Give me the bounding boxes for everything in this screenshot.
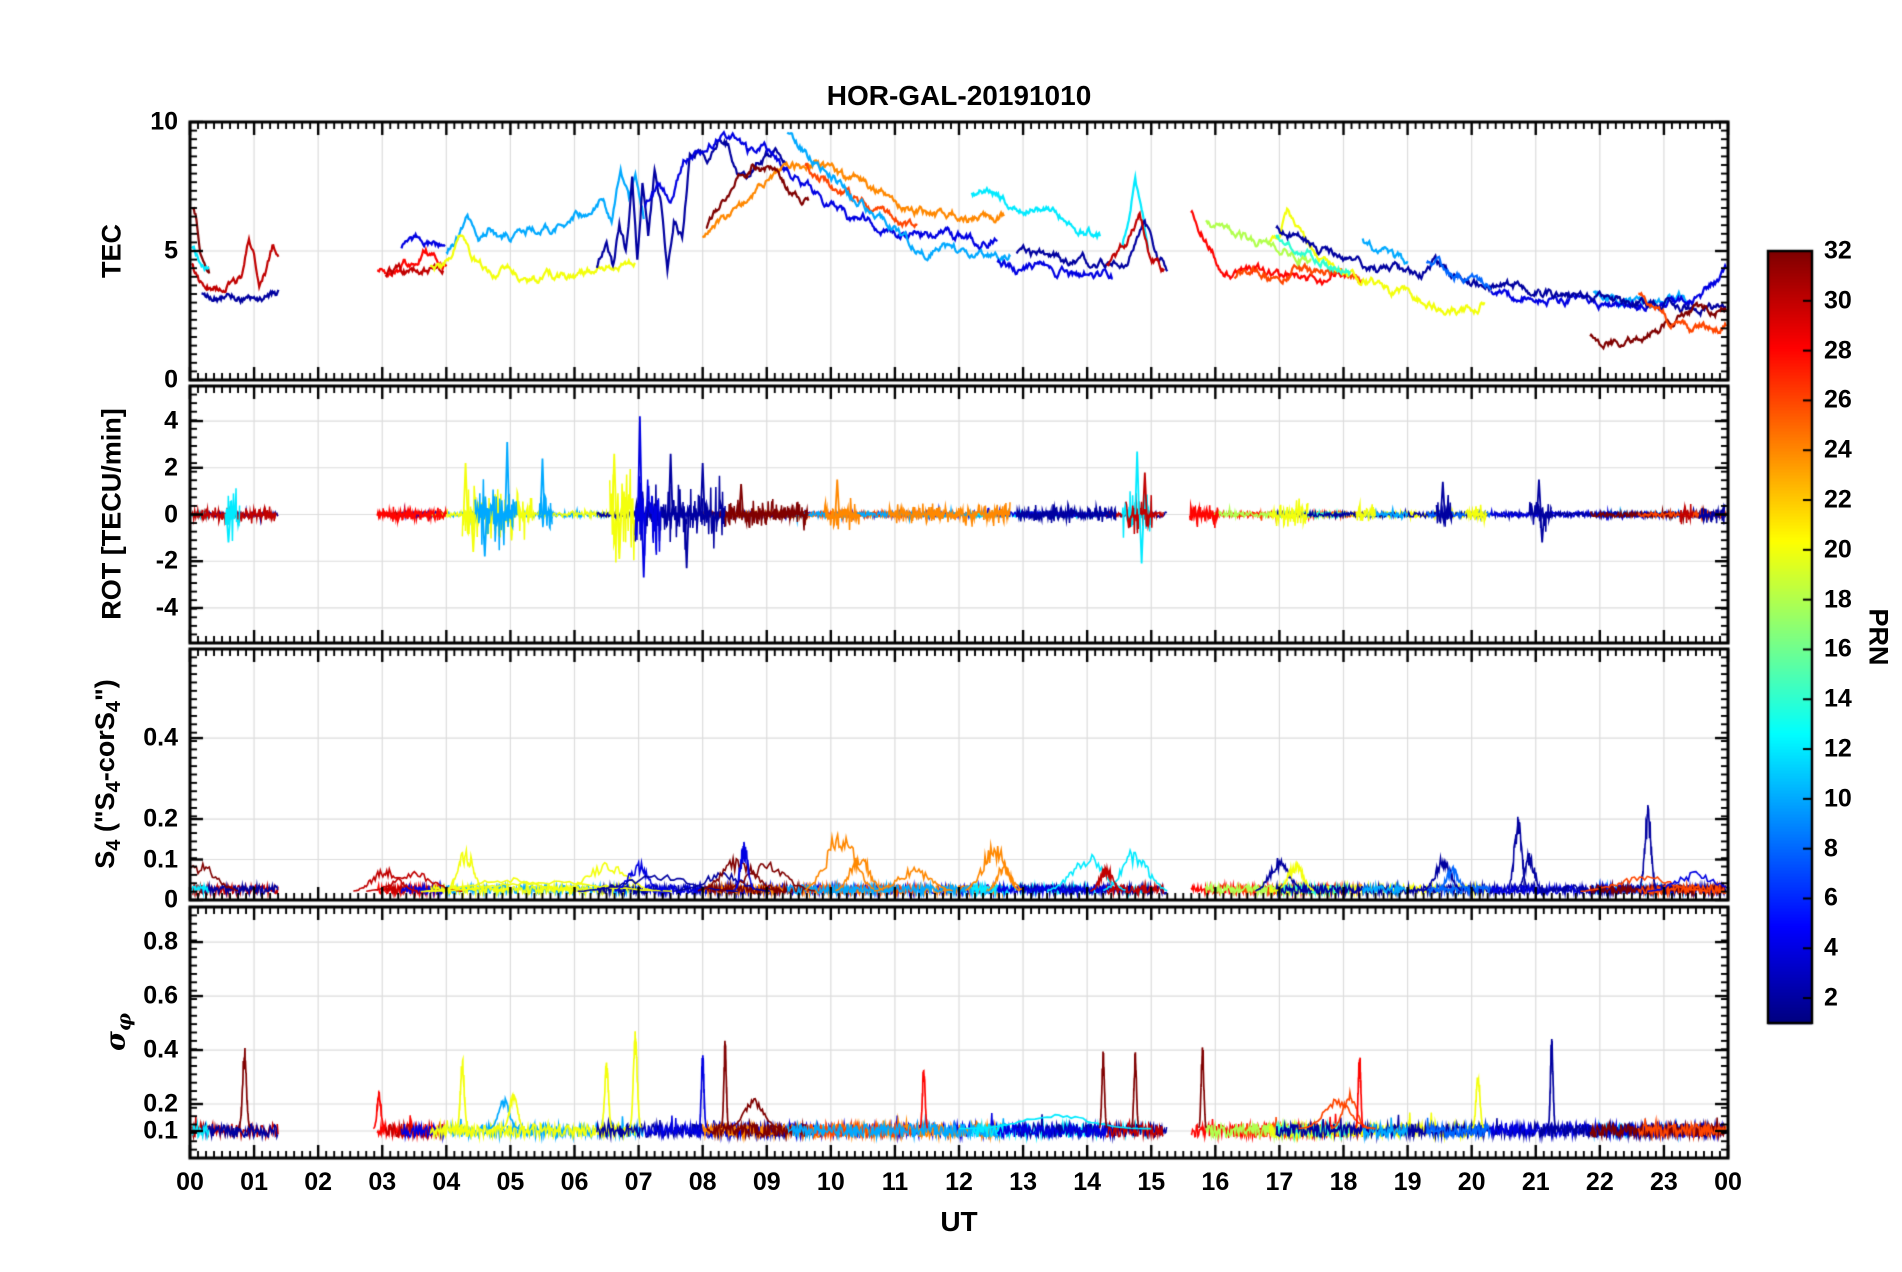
y-tick-label: 0 <box>164 365 178 394</box>
y-tick-label: 0 <box>164 885 178 914</box>
y-tick-label: 10 <box>150 107 178 136</box>
x-tick-label: 18 <box>1329 1168 1358 1196</box>
ylabel-s4: S4 ("S4-corS4") <box>90 679 126 869</box>
y-tick-label: -2 <box>155 546 178 575</box>
x-tick-label: 03 <box>368 1168 397 1196</box>
x-tick-label: 19 <box>1393 1168 1422 1196</box>
ylabel-s4-part: ("S <box>89 792 120 840</box>
colorbar-tick-label: 2 <box>1824 983 1838 1012</box>
x-tick-label: 12 <box>945 1168 973 1196</box>
colorbar-tick-label: 24 <box>1824 435 1852 464</box>
y-tick-label: 5 <box>164 236 178 265</box>
ylabel-s4-part: ") <box>89 679 120 702</box>
x-tick-label: 00 <box>1714 1168 1742 1196</box>
x-tick-label: 21 <box>1521 1168 1550 1196</box>
x-tick-label: 11 <box>881 1168 909 1196</box>
y-tick-label: 0.2 <box>143 804 178 833</box>
sigma-symbol: σ <box>100 1031 132 1052</box>
colorbar-tick-label: 32 <box>1824 236 1852 265</box>
y-tick-label: 4 <box>164 406 178 435</box>
y-tick-label: -4 <box>155 593 178 622</box>
x-tick-label: 20 <box>1457 1168 1486 1196</box>
x-tick-label: 09 <box>752 1168 781 1196</box>
x-tick-label: 08 <box>688 1168 717 1196</box>
chart-title: HOR-GAL-20191010 <box>826 80 1092 111</box>
ylabel-rot: ROT [TECU/min] <box>96 408 127 620</box>
colorbar-tick-label: 4 <box>1824 933 1838 962</box>
phi-subscript: φ <box>111 1012 136 1032</box>
y-tick-label: 0.1 <box>143 1116 178 1145</box>
colorbar-tick-label: 12 <box>1824 734 1852 763</box>
x-tick-label: 22 <box>1585 1168 1614 1196</box>
colorbar-tick-label: 6 <box>1824 883 1838 912</box>
x-tick-label: 13 <box>1009 1168 1037 1196</box>
x-tick-label: 16 <box>1201 1168 1230 1196</box>
x-tick-label: 07 <box>624 1168 653 1196</box>
colorbar-tick-label: 18 <box>1824 585 1852 614</box>
y-tick-label: 0.6 <box>143 981 178 1010</box>
colorbar-tick-label: 10 <box>1824 784 1852 813</box>
colorbar-tick-label: 20 <box>1824 535 1852 564</box>
colorbar-tick-label: 14 <box>1824 684 1852 713</box>
y-tick-label: 0.1 <box>143 845 178 874</box>
ylabel-tec: TEC <box>96 224 127 278</box>
x-tick-label: 17 <box>1265 1168 1294 1196</box>
ylabel-s4-sub: 4 <box>103 781 126 793</box>
y-tick-label: 0.8 <box>143 927 178 956</box>
colorbar-tick-label: 26 <box>1824 385 1852 414</box>
x-tick-label: 05 <box>496 1168 525 1196</box>
colorbar-label-prn: PRN <box>1863 608 1894 666</box>
ylabel-s4-part: -corS <box>89 712 120 782</box>
y-tick-label: 0.4 <box>143 1035 178 1064</box>
xlabel-ut: UT <box>940 1206 978 1237</box>
ylabel-s4-sub: 4 <box>103 701 126 713</box>
y-tick-label: 2 <box>164 453 178 482</box>
y-tick-label: 0.2 <box>143 1089 178 1118</box>
x-tick-label: 06 <box>560 1168 589 1196</box>
x-tick-label: 14 <box>1073 1168 1102 1196</box>
y-tick-label: 0 <box>164 500 178 528</box>
y-tick-label: 0.4 <box>143 723 178 752</box>
colorbar-tick-label: 16 <box>1824 634 1852 663</box>
ylabel-sigma-phi: σφ <box>100 1013 135 1051</box>
ylabel-s4-part: S <box>89 850 120 869</box>
x-tick-label: 01 <box>240 1168 268 1196</box>
x-tick-label: 00 <box>176 1168 204 1196</box>
x-tick-label: 15 <box>1137 1168 1166 1196</box>
colorbar-tick-label: 28 <box>1824 336 1852 365</box>
colorbar-tick-label: 30 <box>1824 286 1852 315</box>
colorbar-tick-label: 22 <box>1824 485 1852 514</box>
x-tick-label: 02 <box>304 1168 333 1196</box>
x-tick-label: 23 <box>1650 1168 1678 1196</box>
x-tick-label: 04 <box>432 1168 461 1196</box>
colorbar-tick-label: 8 <box>1824 834 1838 863</box>
ylabel-s4-sub: 4 <box>103 839 126 851</box>
x-tick-label: 10 <box>816 1168 845 1196</box>
